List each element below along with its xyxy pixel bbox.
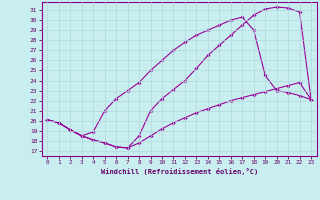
X-axis label: Windchill (Refroidissement éolien,°C): Windchill (Refroidissement éolien,°C)	[100, 168, 258, 175]
